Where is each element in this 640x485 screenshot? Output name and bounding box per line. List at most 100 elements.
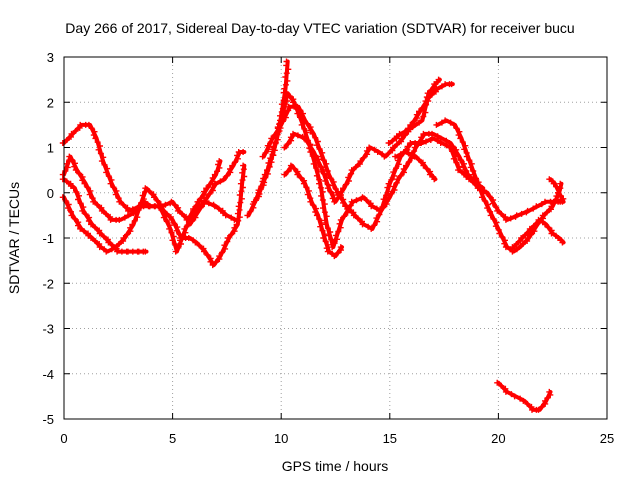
data-point-marker	[282, 74, 289, 80]
data-point-marker	[87, 187, 94, 194]
data-point-marker	[282, 81, 289, 88]
data-point-marker	[354, 215, 361, 222]
data-point-marker	[393, 165, 399, 172]
data-point-marker	[59, 176, 66, 183]
data-point-marker	[239, 177, 246, 184]
data-point-marker	[453, 125, 460, 132]
x-tick-label: 20	[491, 431, 505, 446]
data-point-marker	[192, 211, 199, 218]
x-tick-label: 5	[169, 431, 176, 446]
data-point-marker	[418, 134, 425, 141]
data-point-marker	[547, 391, 554, 398]
data-point-marker	[274, 125, 281, 132]
data-point-marker	[475, 179, 482, 186]
data-point-marker	[492, 223, 499, 230]
data-point-marker	[398, 135, 405, 142]
data-point-marker	[272, 140, 279, 147]
data-point-marker	[380, 204, 387, 211]
data-point-marker	[197, 204, 204, 211]
data-point-marker	[366, 144, 373, 151]
data-point-marker	[314, 138, 321, 145]
data-point-marker	[81, 228, 88, 235]
data-point-marker	[163, 218, 170, 225]
data-point-marker	[520, 397, 527, 404]
data-point-marker	[383, 197, 390, 204]
data-point-marker	[203, 185, 210, 192]
data-point-marker	[223, 172, 230, 179]
data-point-marker	[270, 144, 277, 151]
data-point-marker	[410, 118, 417, 125]
data-point-marker	[548, 230, 555, 237]
data-point-marker	[388, 190, 395, 197]
data-point-marker	[211, 203, 218, 210]
data-point-marker	[423, 165, 430, 172]
data-point-marker	[322, 238, 329, 245]
data-point-marker	[357, 158, 364, 165]
data-point-marker	[342, 203, 349, 210]
data-point-marker	[227, 166, 233, 172]
data-point-marker	[318, 192, 325, 199]
data-point-marker	[304, 120, 311, 127]
data-point-marker	[169, 237, 176, 244]
data-point-marker	[240, 162, 247, 169]
data-point-marker	[502, 244, 509, 251]
data-point-marker	[297, 107, 304, 114]
data-point-marker	[88, 221, 94, 228]
data-point-marker	[236, 192, 243, 198]
data-point-marker	[405, 159, 412, 165]
data-point-marker	[323, 245, 330, 252]
axis-ticks	[63, 56, 608, 420]
tick-labels: 0 5 10 15 20 25 -5 -4 -3 -2 -1 0 1 2 3	[42, 50, 614, 446]
data-point-marker	[470, 171, 477, 178]
data-point-marker	[103, 210, 109, 217]
data-point-marker	[319, 149, 326, 156]
data-point-marker	[320, 157, 327, 164]
data-point-marker	[455, 132, 462, 139]
data-point-marker	[498, 382, 505, 389]
data-point-marker	[467, 164, 474, 171]
data-point-marker	[75, 196, 81, 203]
data-point-marker	[82, 211, 89, 218]
data-point-marker	[385, 194, 392, 201]
data-point-marker	[97, 143, 103, 149]
data-point-marker	[324, 248, 331, 255]
data-point-marker	[456, 163, 463, 170]
data-point-marker	[388, 176, 395, 183]
data-point-marker	[431, 81, 438, 88]
data-point-marker	[392, 153, 399, 160]
data-point-marker	[327, 175, 334, 182]
data-point-marker	[385, 180, 392, 187]
data-point-marker	[413, 111, 420, 118]
data-point-marker	[331, 240, 338, 247]
data-point-marker	[385, 150, 392, 157]
data-point-marker	[428, 87, 435, 94]
data-point-marker	[555, 235, 561, 241]
data-point-marker	[287, 162, 294, 169]
data-point-marker	[554, 196, 561, 203]
data-point-marker	[69, 156, 76, 163]
data-point-marker	[66, 153, 73, 160]
data-point-marker	[201, 188, 207, 195]
data-point-marker	[420, 130, 427, 137]
data-point-marker	[423, 138, 429, 145]
data-point-marker	[206, 190, 213, 197]
data-point-marker	[81, 180, 88, 187]
data-point-marker	[405, 126, 412, 133]
data-point-marker	[535, 216, 542, 223]
series-track-4	[59, 162, 248, 269]
data-point-marker	[241, 173, 248, 180]
data-point-marker	[290, 130, 296, 137]
data-point-marker	[105, 173, 112, 180]
data-point-marker	[496, 230, 503, 237]
data-point-marker	[322, 178, 329, 184]
data-point-marker	[174, 207, 181, 214]
data-point-marker	[79, 207, 86, 214]
data-point-marker	[331, 253, 338, 260]
data-point-marker	[368, 203, 375, 210]
data-point-marker	[73, 189, 80, 195]
y-tick-label: -3	[42, 322, 54, 337]
data-point-marker	[234, 152, 241, 159]
data-point-marker	[105, 239, 112, 246]
data-point-marker	[168, 198, 175, 205]
series-track-15	[546, 176, 567, 205]
